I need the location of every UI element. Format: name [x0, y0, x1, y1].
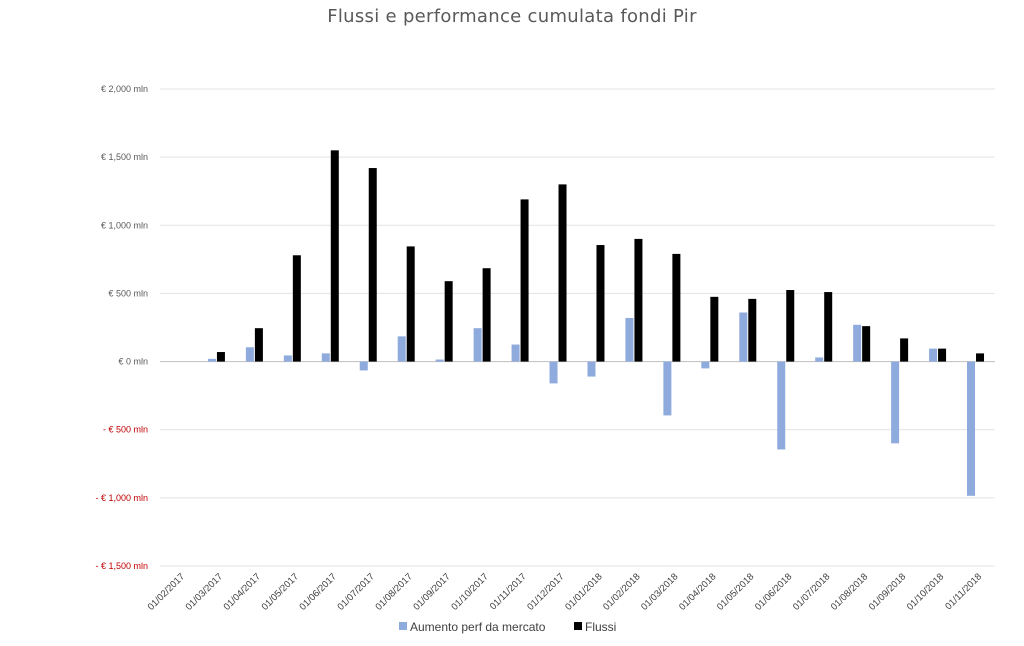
- x-tick-label: 01/07/2018: [791, 571, 832, 612]
- x-tick-label: 01/08/2017: [373, 571, 414, 612]
- x-tick-label: 01/11/2017: [488, 571, 529, 612]
- bar-aumento: [283, 355, 292, 362]
- legend: Aumento perf da mercato Flussi: [399, 620, 616, 634]
- bar-flussi: [482, 268, 491, 362]
- bar-flussi: [254, 328, 263, 362]
- bar-aumento: [321, 353, 330, 362]
- bar-flussi: [824, 292, 833, 362]
- bar-flussi: [520, 199, 529, 362]
- legend-swatch-aumento: [399, 622, 407, 630]
- x-tick-label: 01/03/2017: [184, 571, 225, 612]
- bar-aumento: [967, 361, 976, 496]
- bar-aumento: [815, 357, 824, 362]
- bar-aumento: [549, 361, 558, 384]
- x-axis-ticks: 01/02/201701/03/201701/04/201701/05/2017…: [146, 571, 984, 612]
- y-tick-label: € 500 mln: [108, 288, 148, 298]
- bar-aumento: [625, 317, 634, 362]
- x-tick-label: 01/08/2018: [829, 571, 870, 612]
- bar-aumento: [511, 344, 520, 362]
- bar-aumento: [359, 361, 368, 371]
- bar-flussi: [444, 281, 453, 362]
- x-tick-label: 01/05/2018: [715, 571, 756, 612]
- y-tick-label: - € 500 mln: [103, 425, 148, 435]
- x-tick-label: 01/10/2017: [449, 571, 490, 612]
- x-tick-label: 01/12/2017: [525, 571, 566, 612]
- x-tick-label: 01/03/2018: [639, 571, 680, 612]
- x-tick-label: 01/06/2018: [753, 571, 794, 612]
- chart-title: Flussi e performance cumulata fondi Pir: [327, 6, 697, 27]
- legend-label-flussi: Flussi: [585, 620, 616, 634]
- y-axis-ticks: € 2,000 mln € 1,500 mln € 1,000 mln € 500 m…: [95, 84, 148, 571]
- bar-flussi: [558, 184, 567, 362]
- bar-flussi: [900, 338, 909, 362]
- bar-flussi: [330, 150, 339, 362]
- x-tick-label: 01/01/2018: [563, 571, 604, 612]
- y-tick-label: € 2,000 mln: [101, 84, 148, 94]
- bar-aumento: [473, 328, 482, 362]
- x-tick-label: 01/02/2018: [601, 571, 642, 612]
- bar-aumento: [245, 347, 254, 362]
- x-tick-label: 01/11/2018: [943, 571, 984, 612]
- bar-flussi: [672, 253, 681, 362]
- bar-flussi: [406, 246, 415, 362]
- bar-aumento: [587, 361, 596, 377]
- bar-aumento: [853, 324, 862, 362]
- bar-flussi: [786, 290, 795, 362]
- bar-aumento: [207, 358, 216, 362]
- y-tick-label: € 1,500 mln: [101, 152, 148, 162]
- bar-flussi: [862, 326, 871, 362]
- bar-flussi: [368, 168, 377, 362]
- bar-flussi: [748, 298, 757, 362]
- bar-flussi: [216, 352, 225, 362]
- bar-aumento: [397, 336, 406, 362]
- legend-swatch-flussi: [574, 622, 582, 630]
- y-tick-label: - € 1,000 mln: [95, 493, 148, 503]
- bar-aumento: [777, 361, 786, 450]
- bar-aumento: [663, 361, 672, 416]
- bar-aumento: [435, 359, 444, 362]
- x-tick-label: 01/04/2018: [677, 571, 718, 612]
- bar-flussi: [596, 245, 605, 362]
- bar-layer: [207, 150, 985, 496]
- y-tick-label: € 0 mln: [118, 357, 148, 367]
- y-tick-label: € 1,000 mln: [101, 220, 148, 230]
- bar-aumento: [929, 348, 938, 362]
- bar-flussi: [292, 255, 301, 362]
- bar-aumento: [739, 312, 748, 362]
- bar-flussi: [634, 238, 643, 362]
- bar-flussi: [938, 348, 947, 362]
- x-tick-label: 01/04/2017: [222, 571, 263, 612]
- x-tick-label: 01/05/2017: [260, 571, 301, 612]
- x-tick-label: 01/09/2018: [867, 571, 908, 612]
- bar-flussi: [710, 296, 719, 362]
- legend-label-aumento: Aumento perf da mercato: [410, 620, 546, 634]
- x-tick-label: 01/10/2018: [905, 571, 946, 612]
- x-tick-label: 01/02/2017: [146, 571, 187, 612]
- x-tick-label: 01/09/2017: [411, 571, 452, 612]
- x-tick-label: 01/07/2017: [335, 571, 376, 612]
- grid-layer: [160, 88, 995, 567]
- bar-flussi: [976, 353, 985, 362]
- x-tick-label: 01/06/2017: [298, 571, 339, 612]
- bar-aumento: [891, 361, 900, 444]
- y-tick-label: - € 1,500 mln: [95, 561, 148, 571]
- bar-aumento: [701, 361, 710, 369]
